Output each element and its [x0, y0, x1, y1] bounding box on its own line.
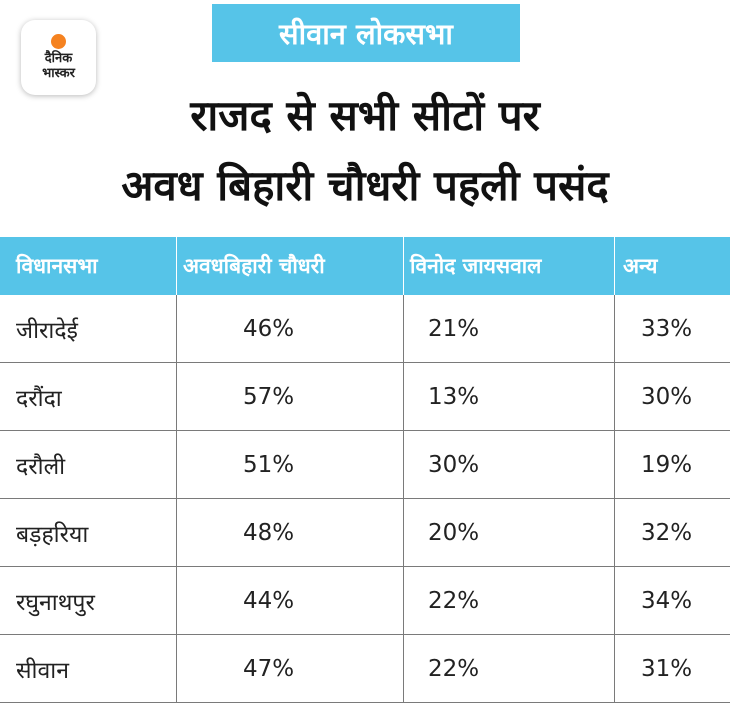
column-header: अवधबिहारी चौधरी — [177, 237, 404, 295]
percentage-cell: 22% — [404, 567, 615, 634]
table-header-row: विधानसभा अवधबिहारी चौधरी विनोद जायसवाल अ… — [0, 237, 730, 295]
table-row: जीरादेई 46% 21% 33% — [0, 295, 730, 363]
percentage-cell: 46% — [177, 295, 404, 362]
percentage-cell: 48% — [177, 499, 404, 566]
percentage-cell: 30% — [641, 383, 693, 410]
percentage-cell: 44% — [177, 567, 404, 634]
percentage-cell: 32% — [641, 519, 693, 546]
percentage-cell: 22% — [404, 635, 615, 702]
assembly-name-cell: जीरादेई — [0, 295, 177, 362]
table-body: जीरादेई 46% 21% 33% दरौंदा 57% 13% 30% दरौली 51% 3… — [0, 295, 730, 703]
assembly-name-cell: बड़हरिया — [0, 499, 177, 566]
table-row: दरौली 51% 30% 19% — [0, 431, 730, 499]
dainik-bhaskar-logo: दैनिक भास्कर — [21, 20, 96, 95]
table-row: दरौंदा 57% 13% 30% — [0, 363, 730, 431]
assembly-name-cell: दरौंदा — [0, 363, 177, 430]
percentage-cell: 21% — [404, 295, 615, 362]
percentage-cell: 13% — [404, 363, 615, 430]
percentage-cell: 33% — [641, 315, 693, 342]
assembly-name-cell: रघुनाथपुर — [0, 567, 177, 634]
constituency-tag: सीवान लोकसभा — [212, 4, 520, 62]
logo-text-line2: भास्कर — [42, 66, 75, 81]
sun-icon — [51, 34, 66, 49]
headline-line1: राजद से सभी सीटों पर — [190, 91, 540, 140]
percentage-cell: 51% — [177, 431, 404, 498]
assembly-name-cell: दरौली — [0, 431, 177, 498]
column-header: अन्य — [623, 254, 658, 278]
percentage-cell: 31% — [641, 655, 693, 682]
percentage-cell: 47% — [177, 635, 404, 702]
percentage-cell: 34% — [641, 587, 693, 614]
table-row: सीवान 47% 22% 31% — [0, 635, 730, 703]
table-row: बड़हरिया 48% 20% 32% — [0, 499, 730, 567]
results-table: विधानसभा अवधबिहारी चौधरी विनोद जायसवाल अ… — [0, 237, 730, 703]
percentage-cell: 20% — [404, 499, 615, 566]
logo-text-line1: दैनिक — [44, 51, 73, 66]
headline-line2: अवध बिहारी चौधरी पहली पसंद — [121, 161, 609, 210]
assembly-name-cell: सीवान — [0, 635, 177, 702]
percentage-cell: 57% — [177, 363, 404, 430]
percentage-cell: 19% — [641, 451, 693, 478]
column-header: विनोद जायसवाल — [404, 237, 615, 295]
percentage-cell: 30% — [404, 431, 615, 498]
column-header: विधानसभा — [0, 237, 177, 295]
table-row: रघुनाथपुर 44% 22% 34% — [0, 567, 730, 635]
